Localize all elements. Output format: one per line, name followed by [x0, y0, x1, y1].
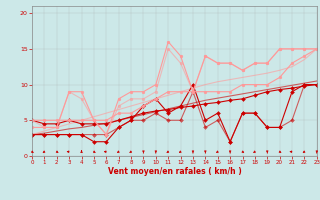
- X-axis label: Vent moyen/en rafales ( km/h ): Vent moyen/en rafales ( km/h ): [108, 167, 241, 176]
